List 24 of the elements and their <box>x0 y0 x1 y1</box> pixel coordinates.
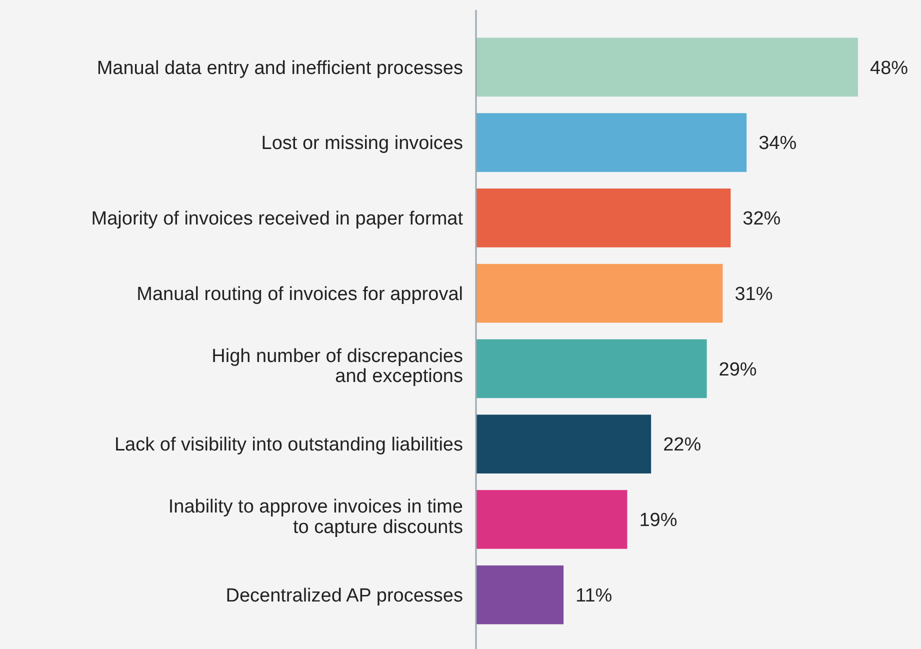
data-label: 34% <box>758 133 797 154</box>
bar <box>476 113 747 172</box>
y-tick-label: Lack of visibility into outstanding liabilities <box>114 434 463 456</box>
y-tick-label: High number of discrepancies and exceptions <box>212 346 463 388</box>
data-label: 48% <box>870 58 908 79</box>
y-tick-label: Manual routing of invoices for approval <box>136 284 463 305</box>
bar <box>476 414 652 474</box>
bar <box>476 188 731 248</box>
bar <box>476 264 723 323</box>
data-label: 22% <box>663 434 702 456</box>
y-tick-label: Decentralized AP processes <box>226 585 463 606</box>
data-label: 29% <box>718 359 757 380</box>
bar <box>476 490 628 549</box>
data-label: 11% <box>576 585 612 606</box>
bar <box>476 38 858 97</box>
y-tick-label: Inability to approve invoices in time to capture discounts <box>168 496 463 538</box>
y-tick-label: Majority of invoices received in paper format <box>91 208 464 230</box>
data-label: 31% <box>734 284 773 305</box>
bar <box>476 565 564 624</box>
data-label: 32% <box>742 208 781 230</box>
y-tick-label: Lost or missing invoices <box>261 133 463 154</box>
data-label: 19% <box>639 510 678 532</box>
bar <box>476 339 707 398</box>
y-tick-label: Manual data entry and inefficient processes <box>96 58 463 79</box>
